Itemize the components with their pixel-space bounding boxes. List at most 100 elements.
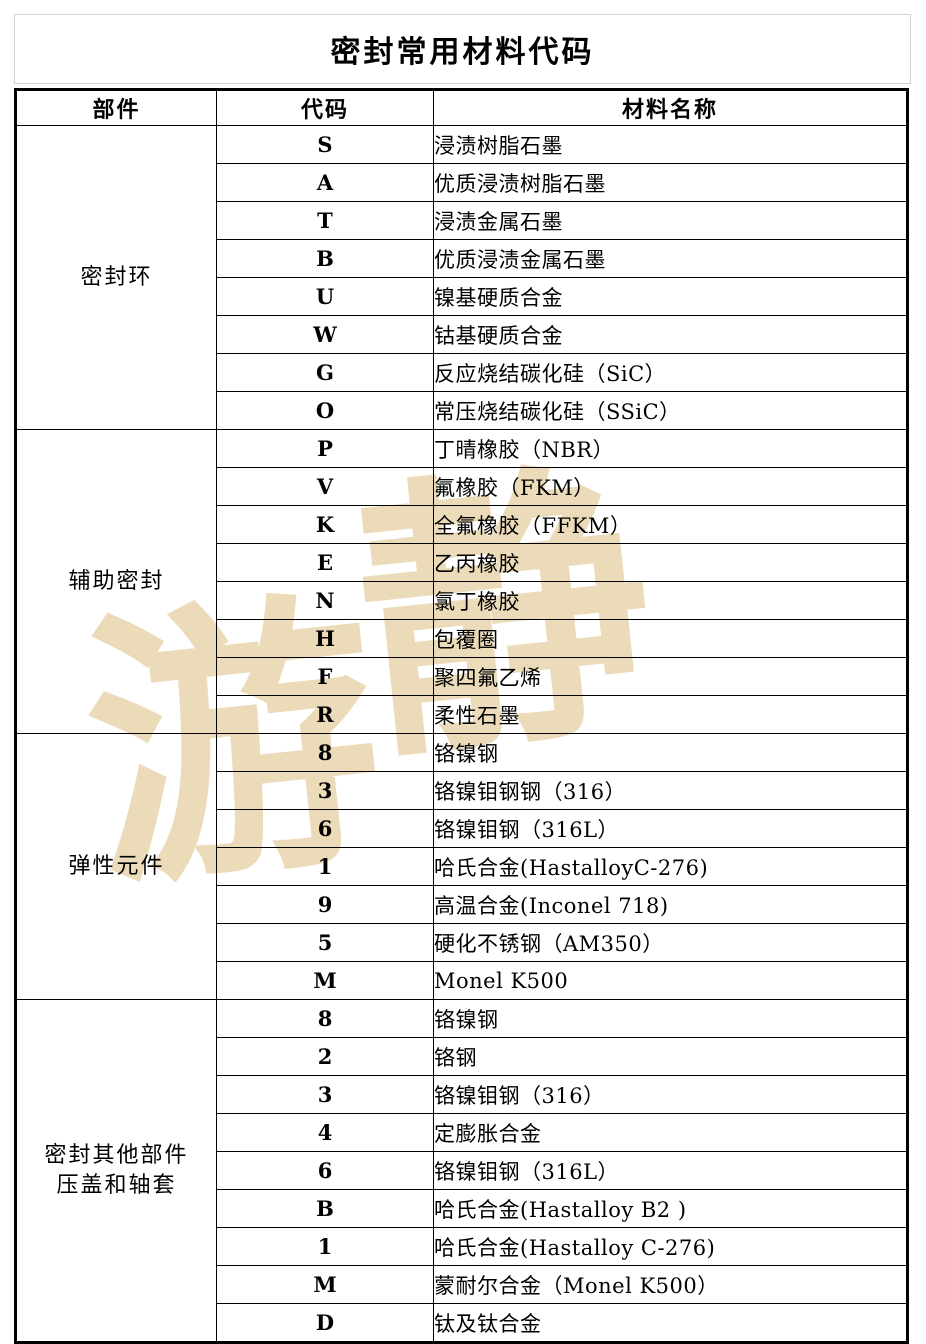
table-row: T 浸渍金属石墨 [16, 201, 908, 240]
material-name-cell: 铬镍钼钢（316L） [433, 809, 908, 848]
table-row: 密封环 S 浸渍树脂石墨 [15, 125, 908, 430]
table-head: 部件 代码 材料名称 [15, 89, 908, 126]
table-row: 辅助密封 P 丁晴橡胶（NBR） [15, 429, 908, 734]
material-code-cell: A [216, 163, 434, 202]
part-category-cell: 密封环 [15, 125, 217, 430]
material-name-cell: 哈氏合金(Hastalloy C-276) [433, 1227, 908, 1266]
table-row: B 哈氏合金(Hastalloy B2 ) [16, 1189, 908, 1228]
material-code-cell: 9 [216, 885, 434, 924]
material-name-cell: 铬镍钢 [433, 733, 908, 772]
material-code-cell: 3 [216, 1075, 434, 1114]
material-code-table: 部件 代码 材料名称 密封环 S 浸渍树脂石墨 A 优质浸渍树脂石墨 T 浸渍金属石墨 B 优质… [14, 88, 909, 1344]
table-row: N 氯丁橡胶 [16, 581, 908, 620]
material-code-cell: O [216, 391, 434, 430]
material-code-cell: 5 [216, 923, 434, 962]
part-category-cell: 辅助密封 [15, 429, 217, 734]
table-row: R 柔性石墨 [16, 695, 908, 734]
material-name-cell: 蒙耐尔合金（Monel K500） [433, 1265, 908, 1304]
material-code-cell: N [216, 581, 434, 620]
material-name-cell: 哈氏合金(HastalloyC-276) [433, 847, 908, 886]
table-row: H 包覆圈 [16, 619, 908, 658]
table-row: M Monel K500 [16, 961, 908, 1000]
table-header-row: 部件 代码 材料名称 [15, 89, 908, 126]
table-row: A 优质浸渍树脂石墨 [16, 163, 908, 202]
material-name-cell: 氯丁橡胶 [433, 581, 908, 620]
material-code-cell: 1 [216, 847, 434, 886]
material-name-cell: 铬钢 [433, 1037, 908, 1076]
material-code-cell: P [216, 429, 434, 468]
material-name-cell: 优质浸渍树脂石墨 [433, 163, 908, 202]
table-body: 密封环 S 浸渍树脂石墨 A 优质浸渍树脂石墨 T 浸渍金属石墨 B 优质浸渍金属石墨 U 镍基硬质… [15, 125, 908, 1343]
title-banner: 密封常用材料代码 [14, 14, 911, 84]
material-name-cell: 聚四氟乙烯 [433, 657, 908, 696]
material-name-cell: 铬镍钼钢（316L） [433, 1151, 908, 1190]
material-code-cell: 8 [216, 733, 434, 772]
material-name-cell: 丁晴橡胶（NBR） [433, 429, 908, 468]
table-row: 弹性元件 8 铬镍钢 [15, 733, 908, 1000]
material-name-cell: 柔性石墨 [433, 695, 908, 734]
part-category-cell: 弹性元件 [15, 733, 217, 1000]
material-name-cell: 高温合金(Inconel 718) [433, 885, 908, 924]
table-row: V 氟橡胶（FKM） [16, 467, 908, 506]
table-row: G 反应烧结碳化硅（SiC） [16, 353, 908, 392]
material-code-cell: 4 [216, 1113, 434, 1152]
material-code-cell: 6 [216, 1151, 434, 1190]
material-code-cell: R [216, 695, 434, 734]
material-code-cell: S [216, 125, 434, 164]
material-code-cell: M [216, 961, 434, 1000]
document-sheet: 密封常用材料代码 部件 代码 材料名称 密封环 S 浸渍树脂石墨 A 优质浸渍树脂石墨 T… [14, 14, 911, 1344]
material-name-cell: 钛及钛合金 [433, 1303, 908, 1343]
material-name-cell: 乙丙橡胶 [433, 543, 908, 582]
material-code-cell: D [216, 1303, 434, 1343]
material-code-cell: M [216, 1265, 434, 1304]
material-name-cell: 常压烧结碳化硅（SSiC） [433, 391, 908, 430]
material-code-cell: E [216, 543, 434, 582]
material-name-cell: 硬化不锈钢（AM350） [433, 923, 908, 962]
material-name-cell: 钴基硬质合金 [433, 315, 908, 354]
material-name-cell: 浸渍树脂石墨 [433, 125, 908, 164]
material-code-cell: G [216, 353, 434, 392]
material-name-cell: 哈氏合金(Hastalloy B2 ) [433, 1189, 908, 1228]
material-code-cell: 8 [216, 999, 434, 1038]
material-name-cell: 镍基硬质合金 [433, 277, 908, 316]
table-row: 6 铬镍钼钢（316L） [16, 809, 908, 848]
part-category-label: 压盖和轴套 [56, 1172, 177, 1198]
part-category-label: 密封环 [80, 264, 153, 290]
part-category-label: 辅助密封 [68, 568, 165, 594]
material-name-cell: 全氟橡胶（FFKM） [433, 505, 908, 544]
table-row: F 聚四氟乙烯 [16, 657, 908, 696]
material-code-cell: T [216, 201, 434, 240]
material-name-cell: 优质浸渍金属石墨 [433, 239, 908, 278]
material-name-cell: 氟橡胶（FKM） [433, 467, 908, 506]
column-header-code: 代码 [216, 89, 434, 126]
material-name-cell: 包覆圈 [433, 619, 908, 658]
page-title: 密封常用材料代码 [330, 35, 595, 70]
part-category-label: 弹性元件 [68, 853, 165, 879]
material-code-cell: V [216, 467, 434, 506]
table-row: 6 铬镍钼钢（316L） [16, 1151, 908, 1190]
material-code-cell: W [216, 315, 434, 354]
table-row: 4 定膨胀合金 [16, 1113, 908, 1152]
material-code-cell: K [216, 505, 434, 544]
material-code-cell: H [216, 619, 434, 658]
column-header-part: 部件 [15, 89, 217, 126]
material-code-cell: 1 [216, 1227, 434, 1266]
material-code-cell: 6 [216, 809, 434, 848]
material-name-cell: 定膨胀合金 [433, 1113, 908, 1152]
table-row: E 乙丙橡胶 [16, 543, 908, 582]
table-row: O 常压烧结碳化硅（SSiC） [16, 391, 908, 430]
material-name-cell: Monel K500 [433, 961, 908, 1000]
part-category-cell: 密封其他部件 压盖和轴套 [15, 999, 217, 1343]
table-row: 1 哈氏合金(HastalloyC-276) [16, 847, 908, 886]
material-code-cell: 3 [216, 771, 434, 810]
part-category-label: 密封其他部件 [44, 1142, 189, 1168]
material-code-cell: B [216, 1189, 434, 1228]
material-code-cell: 2 [216, 1037, 434, 1076]
material-name-cell: 铬镍钢 [433, 999, 908, 1038]
material-name-cell: 反应烧结碳化硅（SiC） [433, 353, 908, 392]
table-row: K 全氟橡胶（FFKM） [16, 505, 908, 544]
table-row: B 优质浸渍金属石墨 [16, 239, 908, 278]
table-row: 1 哈氏合金(Hastalloy C-276) [16, 1227, 908, 1266]
material-code-cell: U [216, 277, 434, 316]
material-name-cell: 铬镍钼钢（316） [433, 1075, 908, 1114]
